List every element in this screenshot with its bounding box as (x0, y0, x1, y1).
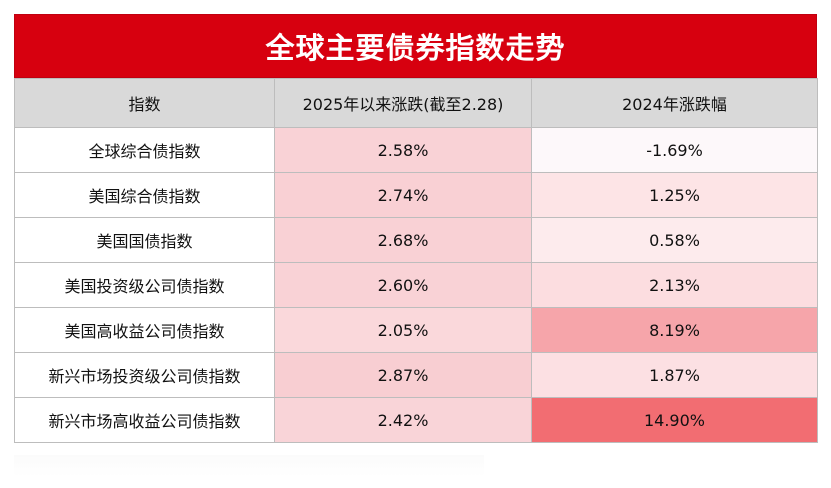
change-2024-cell: 0.58% (531, 217, 818, 263)
footer-shadow (14, 455, 484, 477)
column-header-2024-change: 2024年涨跌幅 (531, 78, 818, 128)
table-row: 美国高收益公司债指数 2.05% 8.19% (14, 307, 818, 353)
index-name-cell: 美国综合债指数 (14, 172, 275, 218)
ytd-change-cell: 2.87% (274, 352, 532, 398)
index-name-cell: 美国高收益公司债指数 (14, 307, 275, 353)
index-name-cell: 新兴市场高收益公司债指数 (14, 397, 275, 443)
index-name-cell: 全球综合债指数 (14, 127, 275, 173)
column-header-ytd-change: 2025年以来涨跌(截至2.28) (274, 78, 532, 128)
table-row: 美国投资级公司债指数 2.60% 2.13% (14, 262, 818, 308)
change-2024-cell: 8.19% (531, 307, 818, 353)
index-name-cell: 美国投资级公司债指数 (14, 262, 275, 308)
table-row: 新兴市场投资级公司债指数 2.87% 1.87% (14, 352, 818, 398)
ytd-change-cell: 2.05% (274, 307, 532, 353)
table-row: 美国综合债指数 2.74% 1.25% (14, 172, 818, 218)
column-header-index: 指数 (14, 78, 275, 128)
page-title: 全球主要债券指数走势 (14, 14, 817, 78)
ytd-change-cell: 2.68% (274, 217, 532, 263)
ytd-change-cell: 2.60% (274, 262, 532, 308)
change-2024-cell: 14.90% (531, 397, 818, 443)
change-2024-cell: 1.25% (531, 172, 818, 218)
table-row: 新兴市场高收益公司债指数 2.42% 14.90% (14, 397, 818, 443)
index-name-cell: 新兴市场投资级公司债指数 (14, 352, 275, 398)
table-row: 全球综合债指数 2.58% -1.69% (14, 127, 818, 173)
table-header-row: 指数 2025年以来涨跌(截至2.28) 2024年涨跌幅 (14, 78, 818, 128)
change-2024-cell: 1.87% (531, 352, 818, 398)
change-2024-cell: -1.69% (531, 127, 818, 173)
ytd-change-cell: 2.74% (274, 172, 532, 218)
change-2024-cell: 2.13% (531, 262, 818, 308)
bond-index-table: 指数 2025年以来涨跌(截至2.28) 2024年涨跌幅 全球综合债指数 2.… (14, 78, 818, 443)
index-name-cell: 美国国债指数 (14, 217, 275, 263)
bond-index-panel: 全球主要债券指数走势 指数 2025年以来涨跌(截至2.28) 2024年涨跌幅… (14, 14, 818, 443)
ytd-change-cell: 2.58% (274, 127, 532, 173)
table-row: 美国国债指数 2.68% 0.58% (14, 217, 818, 263)
ytd-change-cell: 2.42% (274, 397, 532, 443)
